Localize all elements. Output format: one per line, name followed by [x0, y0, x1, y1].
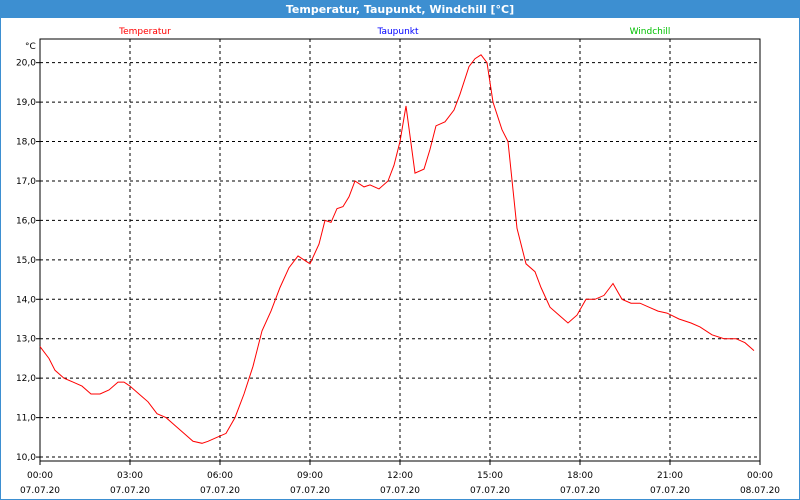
y-axis: 10,0 11,0 12,0 13,0 14,0 15,0 16,0 17,0 18,0 19,0… — [16, 59, 40, 463]
legend-item-temperatur: Temperatur — [118, 27, 171, 37]
y-tick-label: 14,0 — [16, 295, 36, 305]
x-tick-time-label: 18:00 — [567, 471, 593, 481]
y-tick-label: 11,0 — [16, 414, 36, 424]
x-tick-date-label: 07.07.20 — [200, 486, 240, 496]
x-tick-time-label: 12:00 — [387, 471, 413, 481]
window-title: Temperatur, Taupunkt, Windchill [°C] — [1, 1, 799, 18]
y-tick-label: 12,0 — [16, 374, 36, 384]
y-tick-label: 13,0 — [16, 335, 36, 345]
y-tick-label: 10,0 — [16, 453, 36, 463]
y-tick-label: 19,0 — [16, 98, 36, 108]
y-tick-label: 16,0 — [16, 216, 36, 226]
legend: Temperatur Taupunkt Windchill — [118, 27, 670, 37]
x-tick-time-label: 21:00 — [657, 471, 683, 481]
y-tick-label: 18,0 — [16, 138, 36, 148]
x-tick-time-label: 09:00 — [297, 471, 323, 481]
x-tick-time-label: 06:00 — [207, 471, 233, 481]
legend-item-taupunkt: Taupunkt — [376, 27, 419, 37]
x-tick-date-label: 07.07.20 — [470, 486, 510, 496]
x-tick-date-label: 07.07.20 — [20, 486, 60, 496]
y-tick-label: 15,0 — [16, 256, 36, 266]
x-tick-time-label: 00:00 — [747, 471, 773, 481]
y-axis-unit-label: °C — [25, 42, 36, 52]
x-tick-date-label: 07.07.20 — [380, 486, 420, 496]
x-tick-date-label: 07.07.20 — [560, 486, 600, 496]
grid-lines — [40, 39, 760, 461]
x-tick-date-label: 07.07.20 — [650, 486, 690, 496]
x-tick-date-label: 07.07.20 — [110, 486, 150, 496]
series-group — [39, 54, 755, 444]
y-tick-label: 17,0 — [16, 177, 36, 187]
x-tick-time-label: 03:00 — [117, 471, 143, 481]
series-line-temperatur — [39, 54, 755, 444]
x-tick-date-label: 07.07.20 — [290, 486, 330, 496]
x-tick-time-label: 00:00 — [27, 471, 53, 481]
y-tick-label: 20,0 — [16, 59, 36, 69]
legend-item-windchill: Windchill — [630, 27, 671, 37]
x-tick-date-label: 08.07.20 — [740, 486, 780, 496]
x-axis: 00:00 07.07.20 03:00 07.07.20 06:00 07.07.20 0… — [20, 461, 780, 496]
x-tick-time-label: 15:00 — [477, 471, 503, 481]
